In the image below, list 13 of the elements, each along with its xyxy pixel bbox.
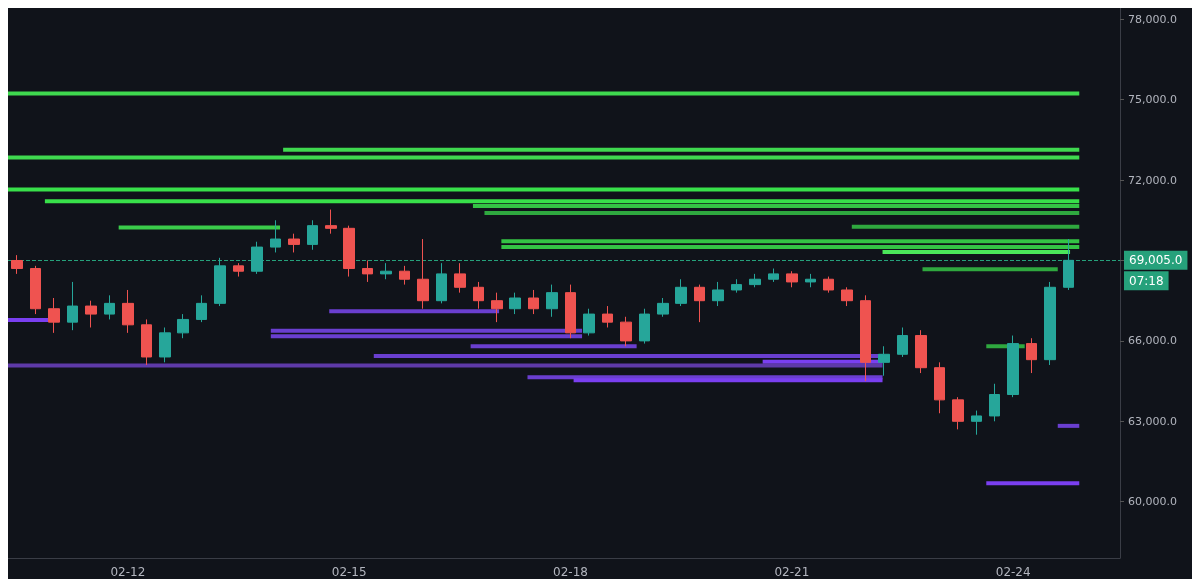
ref-line-label: 69,005.0 — [1129, 253, 1183, 268]
y-tick-label: 63,000.0 — [1128, 414, 1177, 428]
y-tick-label: 72,000.0 — [1128, 173, 1177, 187]
y-tick-label: 78,000.0 — [1128, 12, 1177, 26]
y-tick-label: 66,000.0 — [1128, 334, 1177, 348]
y-tick-label: 75,000.0 — [1128, 93, 1177, 107]
y-tick-label: 60,000.0 — [1128, 495, 1177, 509]
x-tick-label: 02-24 — [995, 565, 1031, 579]
x-tick-label: 02-21 — [774, 565, 810, 579]
text: 07:18 — [1129, 274, 1164, 289]
x-tick-label: 02-15 — [331, 565, 367, 579]
x-tick-label: 02-18 — [553, 565, 588, 579]
x-tick-label: 02-12 — [110, 565, 146, 579]
